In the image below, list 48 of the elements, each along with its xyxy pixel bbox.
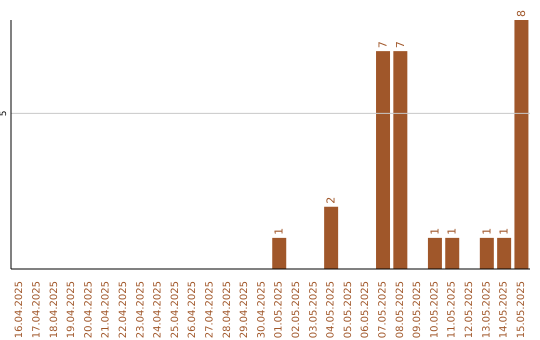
x-tick-label: 06.05.2025 [360,281,372,338]
bar [272,238,286,269]
x-tick-label: 21.04.2025 [100,281,112,338]
x-tick-label: 25.04.2025 [170,281,181,338]
bar [428,238,442,269]
data-label: 7 [376,41,390,48]
x-tick-label: 09.05.2025 [412,281,424,338]
x-tick-label: 29.04.2025 [239,281,250,338]
x-tick-label: 20.04.2025 [83,281,94,338]
x-tick-label: 30.04.2025 [256,281,268,338]
data-label: 1 [480,228,494,235]
x-tick-label: 13.05.2025 [481,281,492,338]
x-tick-label: 02.05.2025 [290,281,302,338]
x-tick-label: 12.05.2025 [464,281,475,338]
x-tick-label: 18.04.2025 [48,281,60,338]
x-tick-label: 01.05.2025 [274,281,285,338]
data-label: 2 [324,196,338,204]
data-label: 1 [498,228,511,235]
x-tick-label: 03.05.2025 [308,281,320,338]
bar [514,20,528,269]
data-label: 1 [428,228,442,235]
data-label: 1 [272,228,286,235]
x-tick-label: 10.05.2025 [429,281,440,338]
x-tick-label: 19.04.2025 [66,281,78,338]
bar [324,206,338,269]
bar [393,51,408,269]
x-tick-label: 28.04.2025 [222,281,233,338]
x-tick-label: 27.04.2025 [204,281,216,338]
data-label: 8 [514,10,528,17]
bar [497,238,512,269]
bar [376,51,390,269]
x-tick-label: 16.04.2025 [14,281,26,338]
x-tick-label: 11.05.2025 [446,281,458,338]
x-tick-label: 05.05.2025 [342,281,354,338]
x-tick-label: 04.05.2025 [326,281,337,338]
x-tick-label: 24.04.2025 [152,281,164,338]
x-tick-label: 08.05.2025 [394,281,406,338]
bar [480,238,494,269]
x-tick-label: 22.04.2025 [118,281,129,338]
x-tick-label: 26.04.2025 [187,281,198,338]
x-tick-label: 14.05.2025 [498,281,510,338]
x-tick-label: 17.04.2025 [31,281,42,338]
x-tick-label: 23.04.2025 [135,281,146,338]
x-tick-label: 07.05.2025 [377,281,388,338]
x-tick-label: 15.05.2025 [516,281,527,338]
data-label: 7 [394,41,407,48]
bar [445,238,460,269]
data-label: 1 [446,228,459,235]
